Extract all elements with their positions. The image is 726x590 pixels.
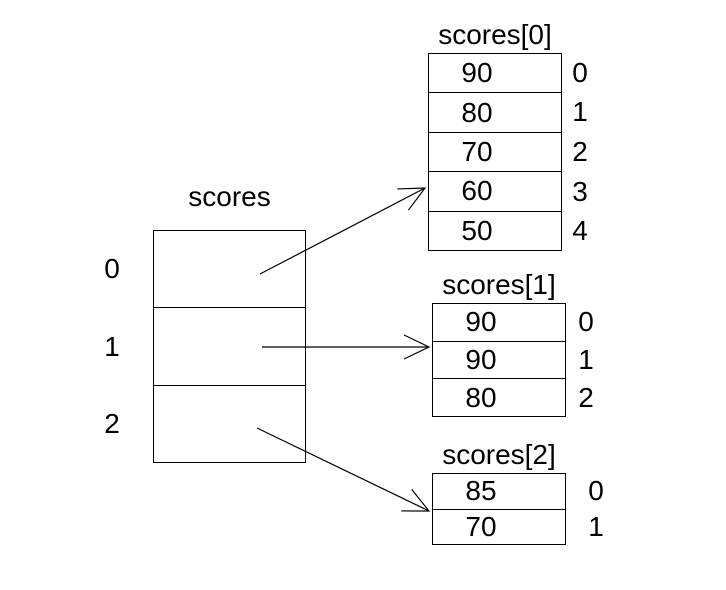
inner-array-2-title: scores[2] xyxy=(442,439,556,470)
index-label: 2 xyxy=(104,408,120,440)
cell-value: 50 xyxy=(461,214,493,246)
inner-array-1-index-column: 0 1 2 xyxy=(572,303,600,417)
cell-value: 80 xyxy=(461,96,493,128)
array-cell: 80 xyxy=(433,378,565,416)
array-cell: 90 xyxy=(429,54,561,92)
array-cell: 50 xyxy=(429,210,561,250)
array-cell: 60 xyxy=(429,171,561,210)
index-label: 0 xyxy=(104,252,120,284)
array-cell: 85 xyxy=(433,474,565,509)
outer-array-title: scores xyxy=(188,181,271,212)
outer-array-cell xyxy=(154,384,305,462)
index-label: 1 xyxy=(578,344,594,375)
inner-array-0-title: scores[0] xyxy=(438,19,552,50)
inner-array-0-box: 90 80 70 60 50 xyxy=(428,53,562,251)
cell-value: 80 xyxy=(465,381,497,413)
index-label: 0 xyxy=(572,56,588,88)
inner-array-2-index-column: 0 1 xyxy=(582,473,610,545)
index-label: 2 xyxy=(572,135,588,167)
cell-value: 60 xyxy=(461,175,493,207)
outer-array-index-column: 0 1 2 xyxy=(92,230,132,463)
cell-value: 85 xyxy=(465,475,497,507)
array-cell: 90 xyxy=(433,304,565,341)
index-label: 1 xyxy=(588,511,604,542)
inner-array-2-box: 85 70 xyxy=(432,473,566,545)
cell-value: 90 xyxy=(461,57,493,89)
index-label: 2 xyxy=(578,382,594,413)
array-cell: 70 xyxy=(433,508,565,545)
array-cell: 80 xyxy=(429,92,561,131)
cell-value: 90 xyxy=(465,344,497,375)
outer-array-box xyxy=(153,230,306,463)
cell-value: 70 xyxy=(465,510,497,542)
cell-value: 90 xyxy=(465,306,497,338)
array-cell: 90 xyxy=(433,340,565,379)
index-label: 3 xyxy=(572,175,588,207)
inner-array-0-index-column: 0 1 2 3 4 xyxy=(566,53,594,251)
outer-array-cell xyxy=(154,231,305,307)
index-label: 0 xyxy=(578,306,594,337)
index-label: 1 xyxy=(104,330,120,362)
cell-value: 70 xyxy=(461,136,493,168)
inner-array-1-title: scores[1] xyxy=(442,269,556,300)
inner-array-1-box: 90 90 80 xyxy=(432,303,566,417)
array-cell: 70 xyxy=(429,131,561,171)
index-label: 4 xyxy=(572,215,588,247)
index-label: 1 xyxy=(572,96,588,128)
outer-array-cell xyxy=(154,307,305,384)
index-label: 0 xyxy=(588,475,604,506)
